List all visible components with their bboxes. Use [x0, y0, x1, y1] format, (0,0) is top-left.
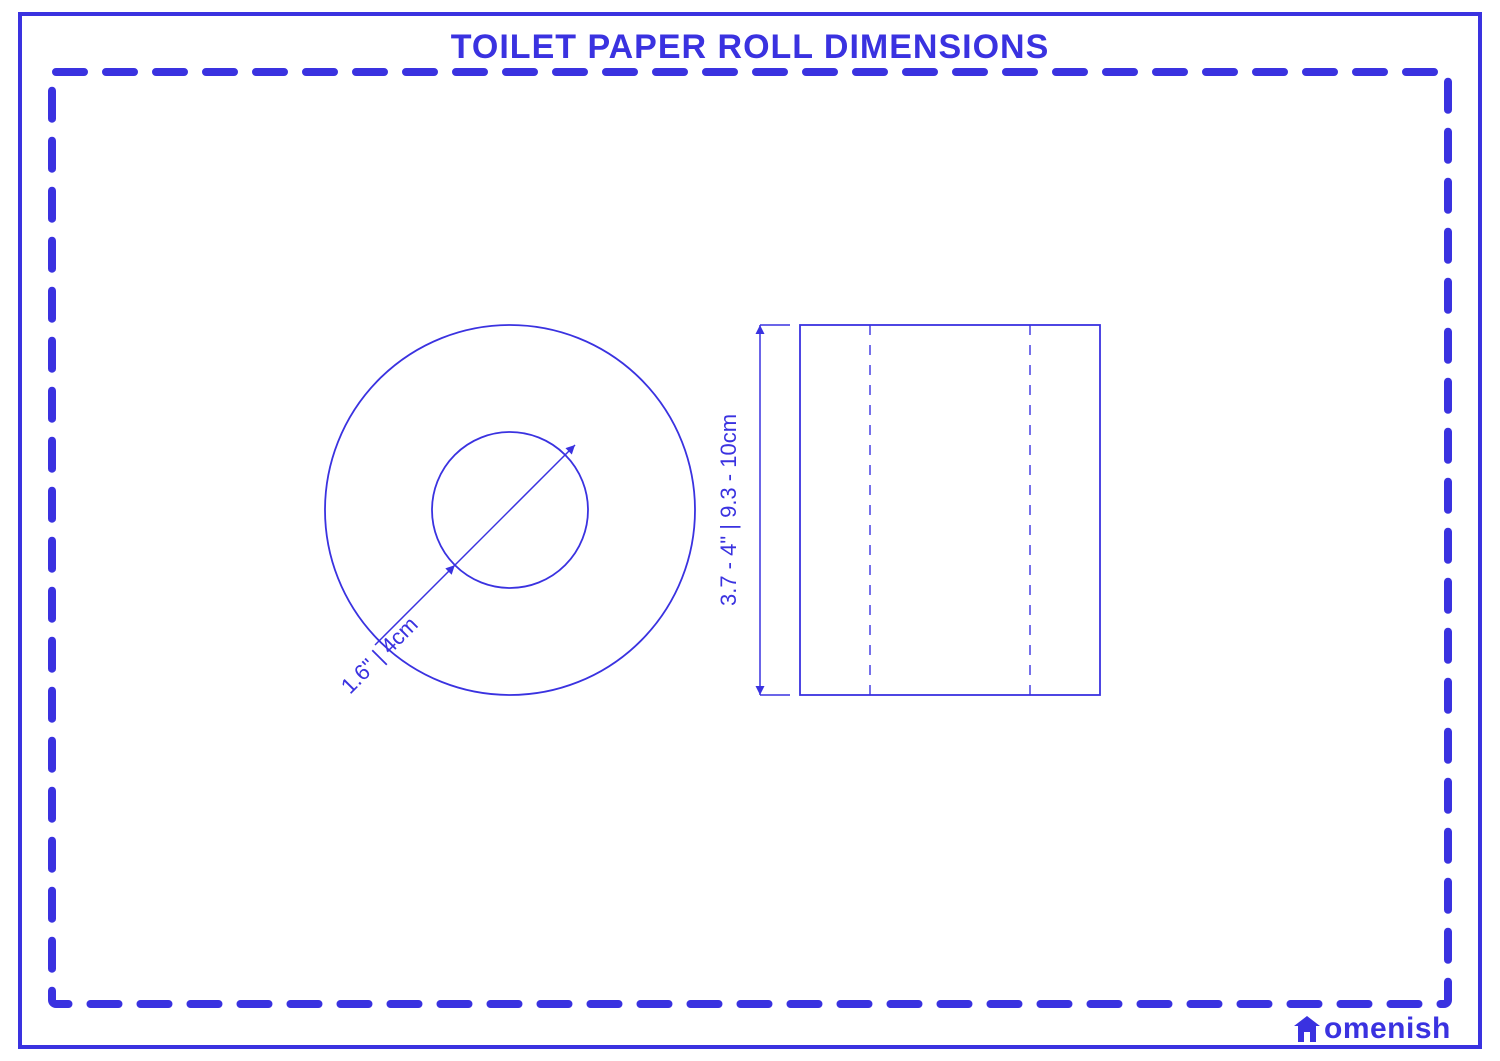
roll-side-rect: [800, 325, 1100, 695]
diagram-canvas: 1.6" | 4cm 3.7 - 4" | 9.3 - 10cm: [0, 0, 1500, 1061]
brand-logo-icon: [1292, 1014, 1322, 1044]
diameter-label: 1.6" | 4cm: [336, 612, 423, 699]
brand-logo-text: omenish: [1324, 1012, 1451, 1046]
height-dim-label: 3.7 - 4" | 9.3 - 10cm: [716, 414, 741, 606]
height-dim-arrow-top: [756, 325, 765, 334]
brand-logo: omenish: [1292, 1012, 1451, 1046]
height-dim-arrow-bottom: [756, 686, 765, 695]
